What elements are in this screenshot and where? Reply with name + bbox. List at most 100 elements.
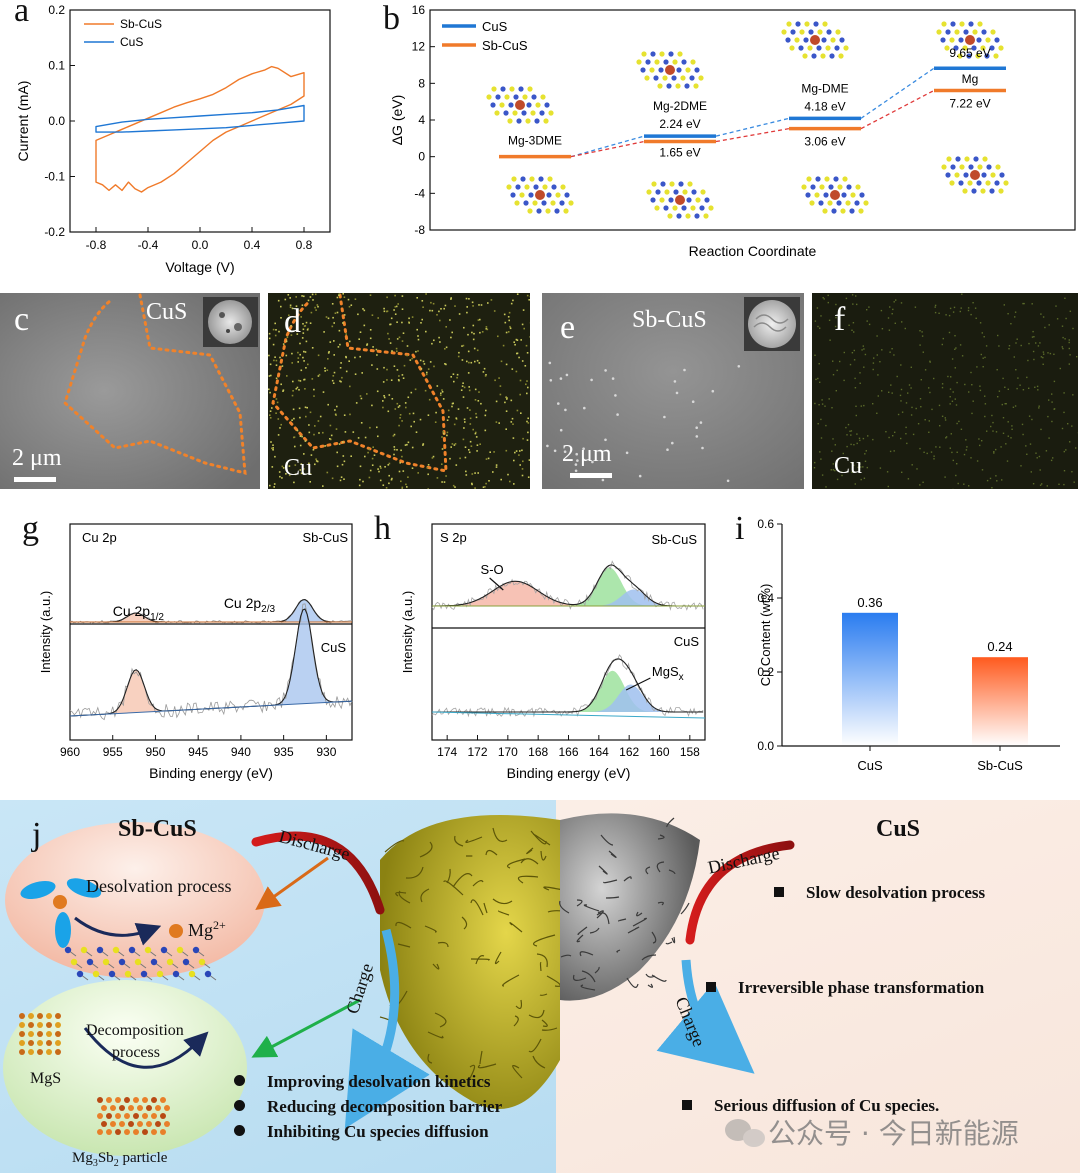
eds-dot	[342, 293, 344, 295]
eds-dot	[467, 372, 470, 374]
eds-dot	[526, 439, 529, 441]
eds-dot	[291, 419, 293, 421]
eds-dot	[359, 465, 362, 468]
eds-dot	[477, 400, 480, 402]
petal-stroke	[540, 850, 547, 861]
eds-dot	[822, 297, 824, 299]
eds-dot	[1021, 423, 1024, 426]
eds-dot	[343, 460, 346, 463]
mgs-atom	[37, 1022, 43, 1028]
eds-dot	[373, 454, 376, 456]
eds-dot	[1040, 313, 1042, 315]
eds-dot	[856, 303, 858, 306]
eds-dot	[322, 431, 324, 434]
particle-atom	[97, 1097, 103, 1103]
eds-dot	[881, 349, 883, 351]
eds-dot	[386, 310, 389, 312]
eds-dot	[1061, 325, 1064, 327]
atom-dot	[516, 118, 522, 124]
eds-dot	[367, 451, 369, 454]
atom-dot	[530, 110, 536, 116]
atom-dot	[824, 176, 830, 182]
atom-dot	[526, 102, 532, 108]
eds-dot	[475, 416, 478, 419]
petal-stroke	[594, 966, 600, 974]
eds-dot	[934, 304, 937, 307]
atom-dot	[798, 45, 804, 51]
eds-dot	[974, 307, 977, 309]
eds-dot	[301, 337, 304, 339]
atom-dot	[664, 189, 670, 195]
atom-dot	[962, 45, 968, 51]
eds-dot	[465, 474, 468, 476]
eds-dot	[407, 396, 410, 399]
eds-dot	[439, 394, 442, 396]
eds-dot	[343, 414, 346, 416]
scale-bar-label-e: 2 μm	[562, 441, 612, 467]
atom-dot	[508, 102, 514, 108]
eds-dot	[482, 486, 485, 488]
atom-dot	[545, 208, 551, 214]
eds-dot	[383, 395, 385, 397]
petal-stroke	[579, 951, 594, 957]
atom-dot	[821, 37, 827, 43]
eds-dot	[415, 431, 418, 433]
eds-dot	[897, 413, 900, 416]
eds-dot	[848, 324, 850, 326]
eds-dot	[851, 294, 854, 296]
eds-dot	[961, 355, 964, 357]
atom-dot	[990, 172, 996, 178]
eds-dot	[1056, 318, 1059, 320]
eds-dot	[880, 309, 883, 312]
peak-fill-sb-cus	[580, 589, 687, 606]
petal-stroke	[470, 899, 484, 916]
eds-dot	[417, 350, 419, 352]
particle-atom	[101, 1105, 107, 1111]
eds-dot	[1007, 388, 1009, 390]
eds-dot	[427, 368, 430, 370]
eds-dot	[393, 448, 396, 451]
eds-dot	[474, 399, 477, 401]
eds-dot	[852, 303, 854, 305]
eds-dot	[829, 339, 831, 341]
eds-dot	[291, 362, 293, 364]
particle-atom	[110, 1121, 116, 1127]
atom-dot	[544, 102, 550, 108]
eds-dot	[332, 382, 335, 384]
eds-dot	[292, 380, 294, 383]
atom-dot	[554, 208, 560, 214]
atom-dot	[550, 200, 556, 206]
eds-dot	[306, 406, 308, 409]
eds-dot	[924, 419, 926, 421]
eds-dot	[359, 331, 362, 333]
eds-dot	[465, 297, 468, 300]
lattice-atom	[108, 970, 116, 978]
eds-dot	[1072, 394, 1074, 396]
eds-dot	[453, 423, 456, 426]
petal-stroke	[395, 891, 407, 897]
eds-dot	[1026, 453, 1028, 455]
eds-dot	[839, 360, 841, 363]
eds-dot	[326, 369, 329, 371]
eds-dot	[823, 298, 825, 300]
petal-stroke	[405, 866, 424, 879]
eds-dot	[450, 446, 452, 448]
fit-envelope-sb-cus	[432, 564, 704, 607]
eds-dot	[847, 423, 850, 426]
eds-dot	[503, 313, 506, 316]
eds-dot	[454, 443, 457, 445]
eds-dot	[1022, 433, 1024, 436]
atom-dot	[846, 184, 852, 190]
eds-dot	[818, 363, 820, 365]
eds-dot	[856, 442, 858, 445]
petal-stroke	[636, 911, 643, 917]
eds-dot	[371, 364, 373, 366]
eds-dot	[368, 476, 371, 479]
eds-dot	[285, 354, 288, 357]
eds-dot	[446, 434, 448, 437]
eds-dot	[526, 352, 529, 354]
atom-dot	[527, 208, 533, 214]
atom-dot	[486, 94, 492, 100]
legend-label-b: Sb-CuS	[482, 38, 528, 53]
petal-stroke	[461, 916, 468, 930]
